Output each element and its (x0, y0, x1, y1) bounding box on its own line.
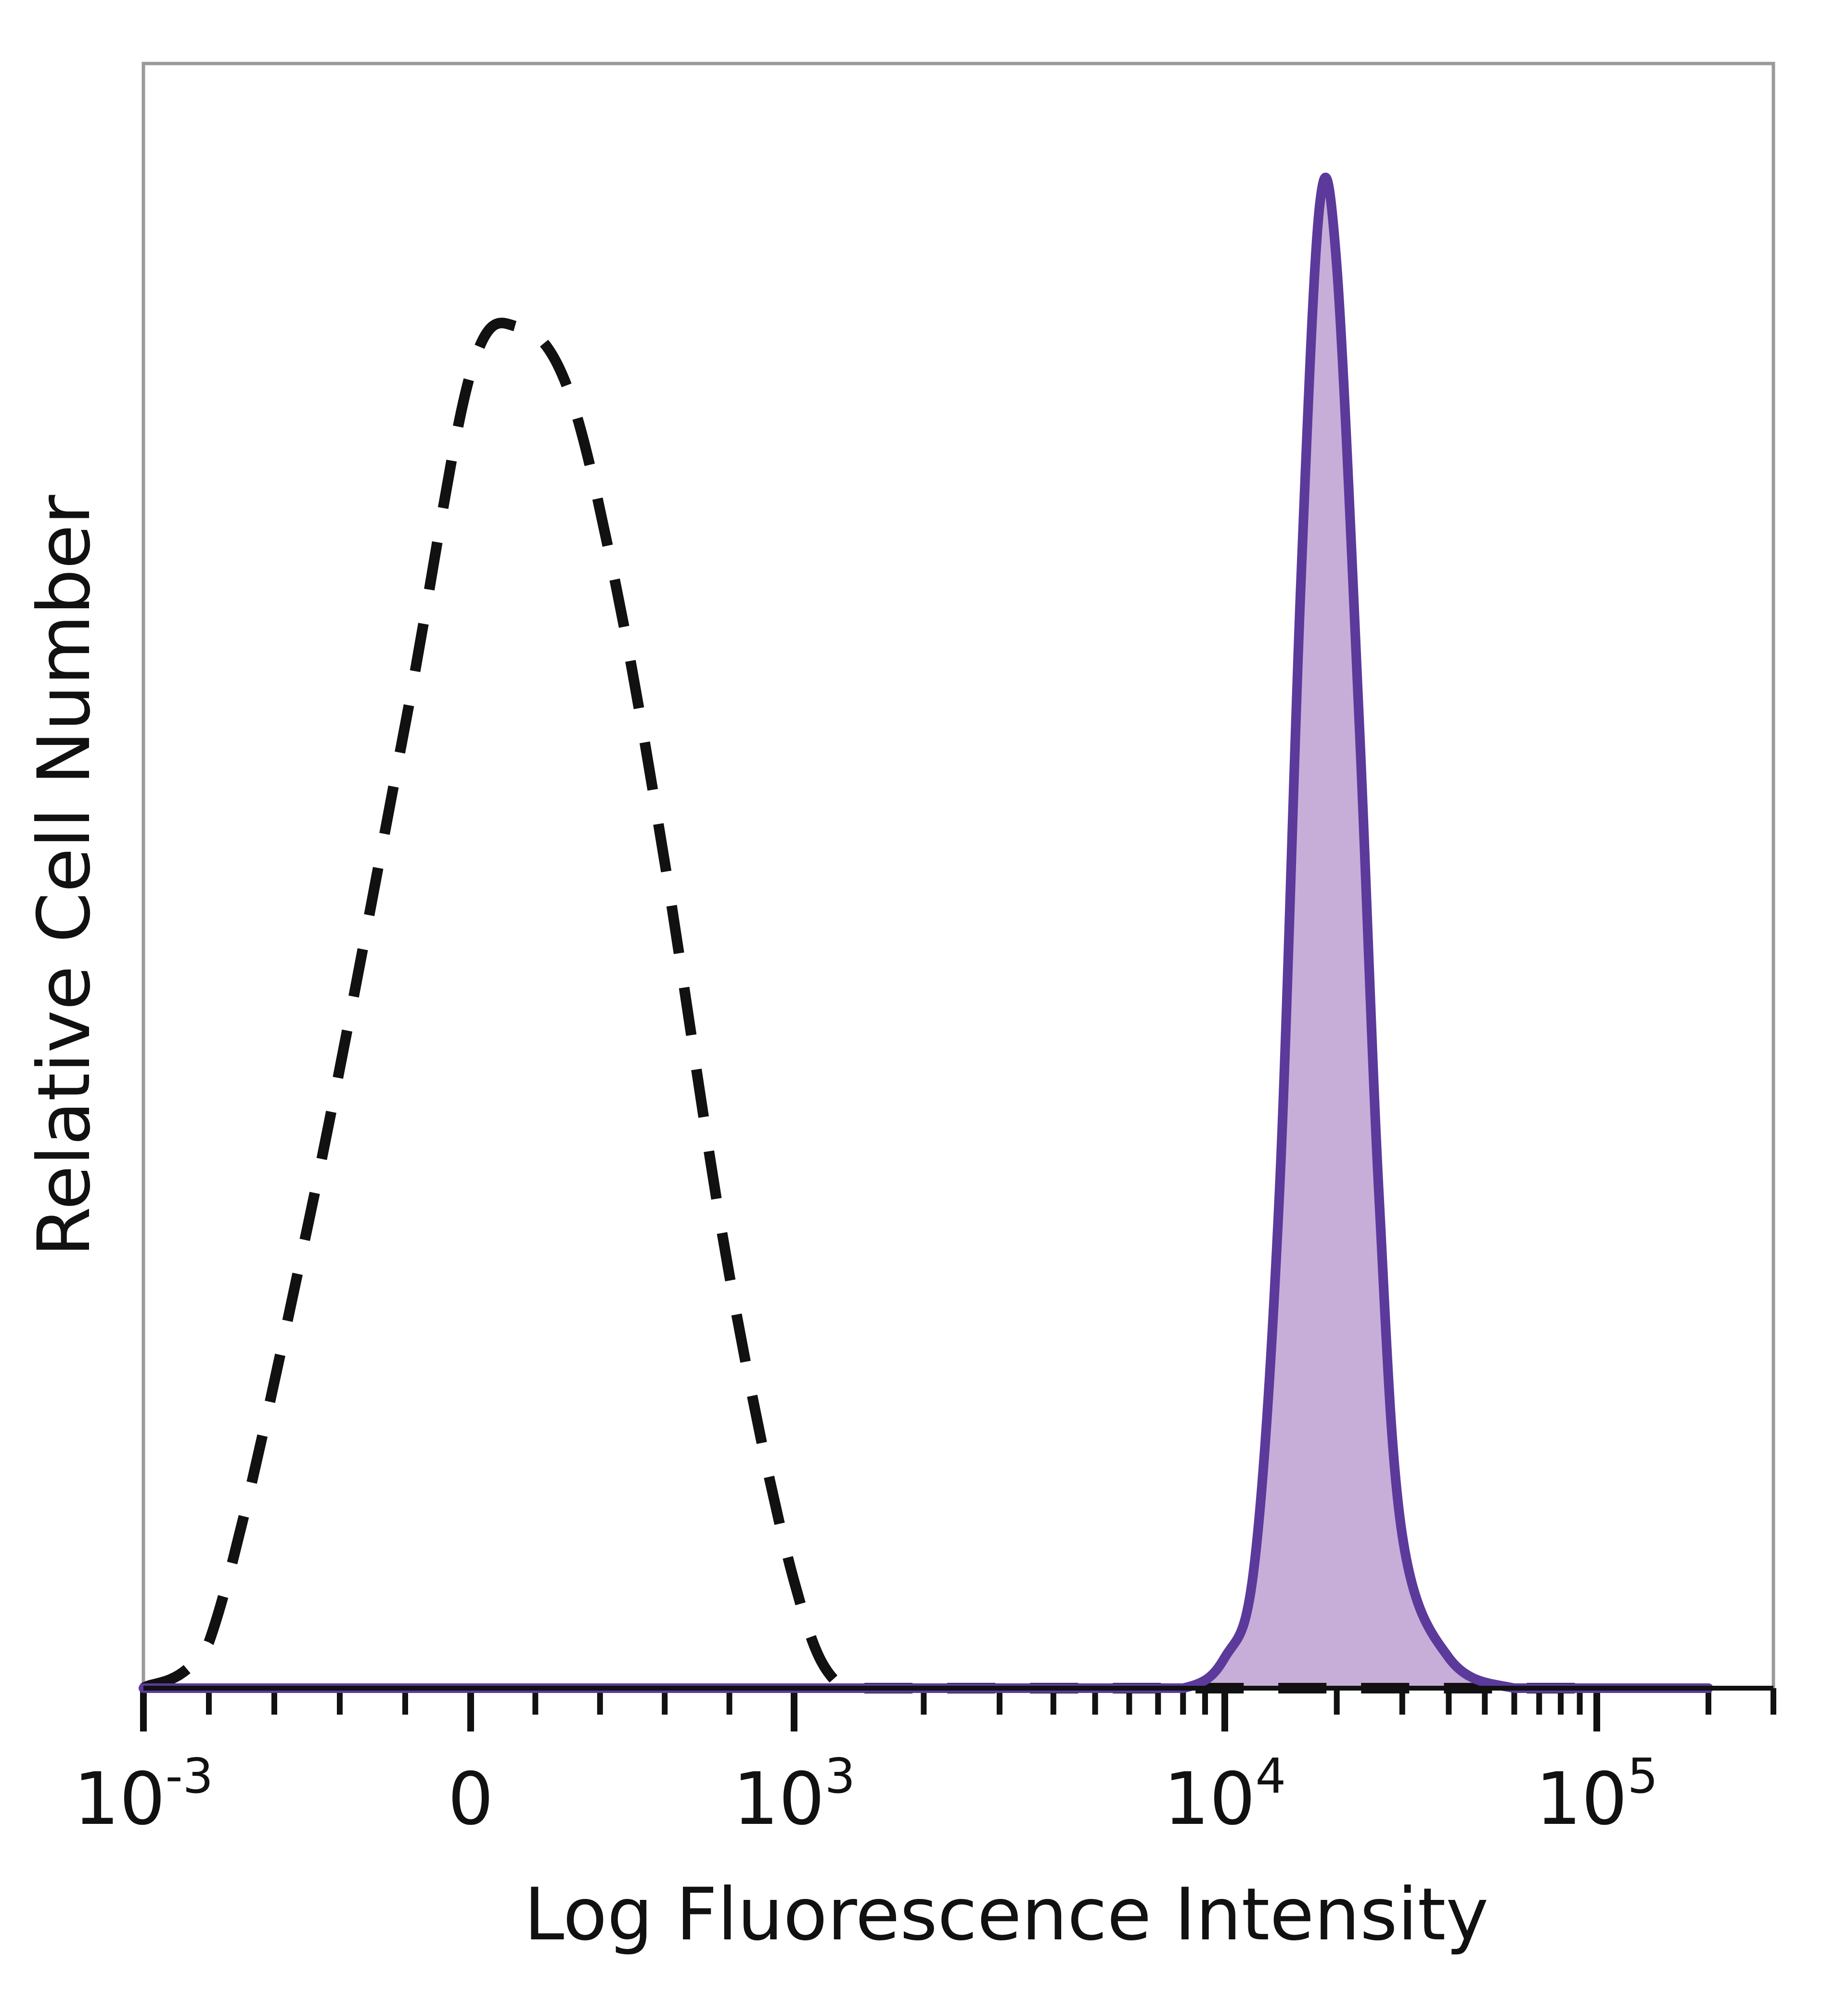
x-tick-label: 0 (448, 1757, 493, 1841)
x-tick-label: 103 (733, 1748, 856, 1841)
x-tick-labels: 10-3 0 103 104 105 (74, 1748, 1658, 1841)
histogram-fills (143, 177, 1708, 1688)
x-axis-ticks (140, 1688, 1776, 1731)
x-tick-label: 104 (1164, 1748, 1286, 1841)
x-tick-label: 10-3 (74, 1748, 214, 1841)
filled-histogram-area (143, 177, 1708, 1688)
x-axis-title: Log Fluorescence Intensity (524, 1873, 1489, 1957)
plot-frame (141, 62, 1775, 1690)
y-axis-title: Relative Cell Number (23, 495, 106, 1257)
x-tick-label: 105 (1536, 1748, 1658, 1841)
